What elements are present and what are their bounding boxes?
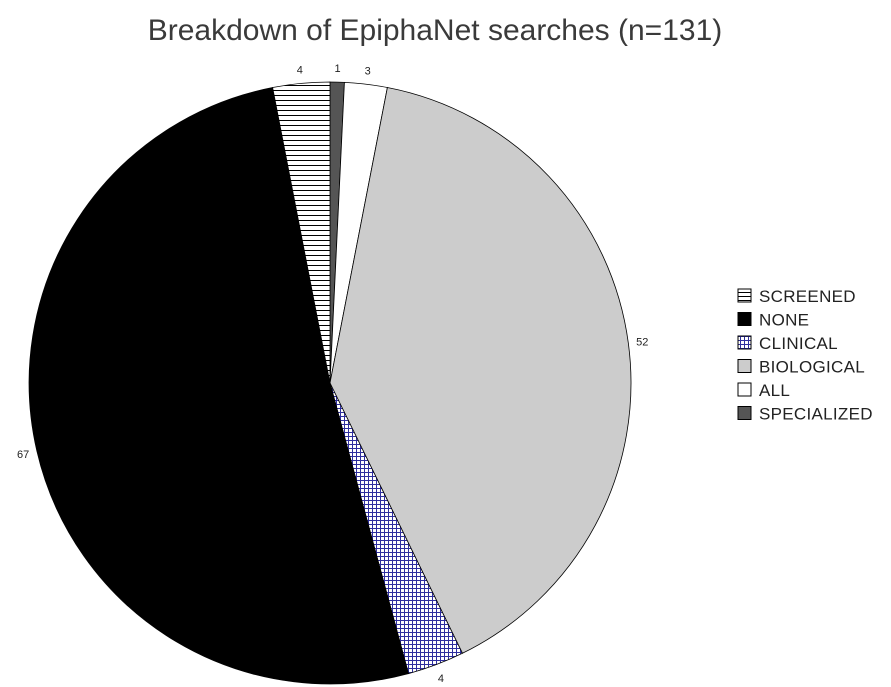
pie-slice-label-specialized: 1 (335, 63, 341, 75)
legend-label: ALL (759, 381, 790, 400)
pie-slice-screened (272, 81, 331, 384)
legend-item-screened: SCREENED (737, 287, 856, 306)
pie-slice-labels: 1 3 52 4 67 4 (17, 63, 648, 685)
legend-item-all: ALL (737, 381, 790, 400)
legend-label: SCREENED (759, 287, 856, 306)
legend-item-none: NONE (737, 311, 809, 330)
legend-item-specialized: SPECIALIZED (737, 405, 873, 424)
legend-label: BIOLOGICAL (759, 358, 865, 377)
pie-slice-label-all: 3 (365, 65, 371, 77)
pie-slice-label-screened: 4 (297, 64, 303, 76)
legend-item-biological: BIOLOGICAL (737, 358, 865, 377)
pie-slice-label-none: 67 (17, 449, 29, 461)
legend-item-clinical: CLINICAL (737, 334, 838, 353)
legend-label: NONE (759, 311, 809, 330)
legend: SCREENED NONE CLINICAL BIOLOGICAL ALL SPECIAL… (737, 287, 873, 424)
pie-slice-label-biological: 52 (636, 337, 648, 349)
legend-swatch (737, 382, 752, 397)
pie-slice-label-clinical: 4 (438, 673, 444, 685)
legend-label: CLINICAL (759, 334, 838, 353)
legend-swatch (737, 406, 752, 420)
legend-swatch (737, 288, 752, 303)
legend-swatch (737, 359, 752, 373)
legend-label: SPECIALIZED (759, 405, 873, 424)
legend-swatch (737, 335, 752, 350)
legend-swatch (737, 312, 752, 326)
pie-slice-none (28, 87, 409, 685)
pie-slice-biological (329, 87, 632, 654)
pie-slices (28, 81, 632, 685)
chart-title: Breakdown of EpiphaNet searches (n=131) (148, 14, 723, 47)
